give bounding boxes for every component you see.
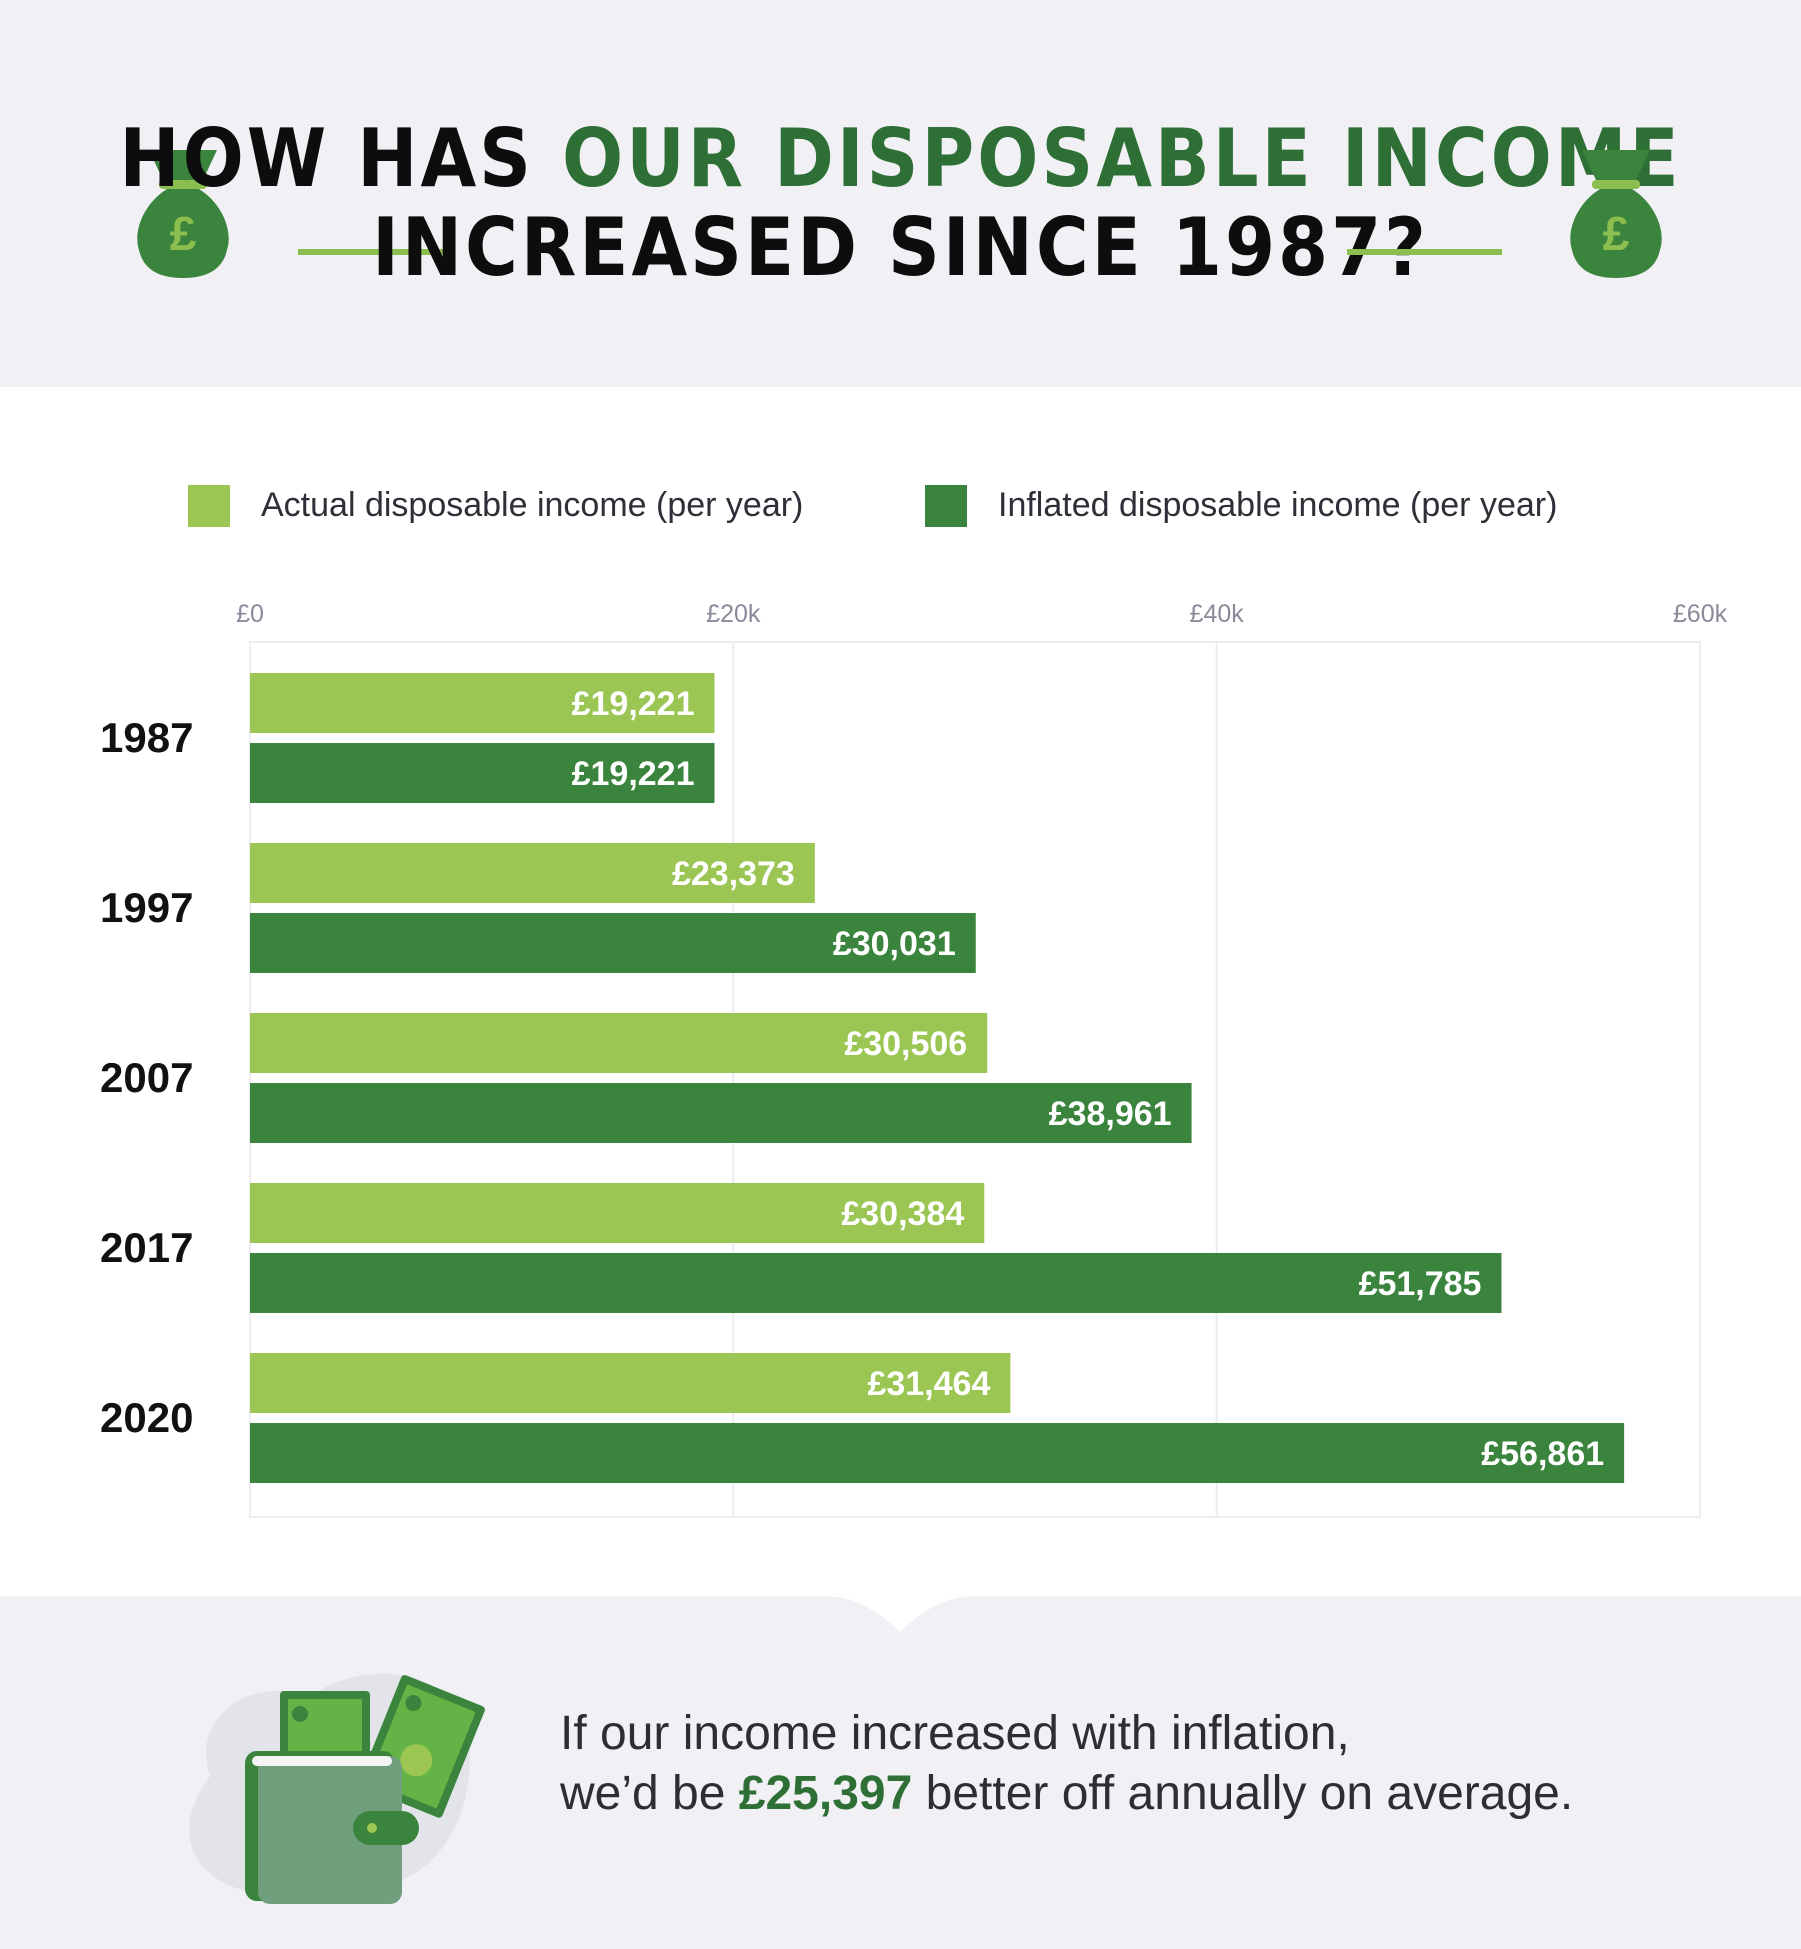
bar bbox=[250, 673, 715, 733]
x-tick-label: £20k bbox=[706, 600, 761, 628]
data-label: £30,031 bbox=[833, 925, 956, 963]
bar bbox=[250, 743, 715, 803]
bar bbox=[250, 1353, 1011, 1413]
category-label: 1987 bbox=[100, 714, 193, 761]
category-label: 1997 bbox=[100, 884, 193, 931]
pound-symbol: £ bbox=[170, 208, 197, 261]
legend-label-actual: Actual disposable income (per year) bbox=[261, 486, 804, 524]
data-label: £23,373 bbox=[672, 855, 795, 893]
legend-swatch-inflated bbox=[925, 485, 967, 527]
x-tick-label: £60k bbox=[1673, 600, 1728, 628]
bar bbox=[250, 1183, 985, 1243]
category-label: 2007 bbox=[100, 1054, 193, 1101]
footer-amount: £25,397 bbox=[738, 1767, 913, 1820]
wallet-money-icon bbox=[189, 1673, 485, 1904]
title-rule-right bbox=[1347, 249, 1502, 255]
footer-line-2-before: we’d be bbox=[560, 1767, 739, 1820]
data-label: £38,961 bbox=[1049, 1095, 1172, 1133]
chart-legend: Actual disposable income (per year) Infl… bbox=[0, 480, 1801, 530]
money-bag-icon: £ bbox=[1570, 150, 1662, 278]
bar bbox=[250, 1083, 1192, 1143]
data-label: £51,785 bbox=[1359, 1265, 1482, 1303]
footer: If our income increased with inflation, … bbox=[0, 1596, 1801, 1949]
x-tick-label: £0 bbox=[236, 600, 264, 628]
category-label: 2020 bbox=[100, 1394, 193, 1441]
data-label: £56,861 bbox=[1481, 1435, 1604, 1473]
footer-summary: If our income increased with inflation, … bbox=[560, 1704, 1573, 1824]
bar bbox=[250, 1253, 1502, 1313]
header: £ HOW HAS OUR DISPOSABLE INCOME INCREASE… bbox=[0, 0, 1801, 387]
bar bbox=[250, 1013, 988, 1073]
data-label: £30,506 bbox=[844, 1025, 967, 1063]
data-label: £19,221 bbox=[572, 755, 695, 793]
data-label: £19,221 bbox=[572, 685, 695, 723]
title-highlight: OUR DISPOSABLE INCOME bbox=[562, 112, 1682, 205]
bar bbox=[250, 843, 815, 903]
legend-label-inflated: Inflated disposable income (per year) bbox=[998, 486, 1558, 524]
footer-line-2-after: better off annually on average. bbox=[912, 1767, 1574, 1820]
category-label: 2017 bbox=[100, 1224, 193, 1271]
page-title: HOW HAS OUR DISPOSABLE INCOME bbox=[0, 119, 1801, 199]
page-title-line-2: INCREASED SINCE 1987? bbox=[372, 201, 1429, 294]
pound-symbol: £ bbox=[1603, 208, 1630, 261]
bar-chart: £0 £20k £40k £60k 1987 £19,221 £19,221 1997 £23,… bbox=[100, 600, 1728, 1518]
bar bbox=[250, 913, 976, 973]
footer-line-1: If our income increased with inflation, bbox=[560, 1707, 1350, 1760]
title-rule-left bbox=[298, 249, 455, 255]
bar bbox=[250, 1423, 1625, 1483]
money-bag-icon: £ bbox=[137, 150, 229, 278]
data-label: £30,384 bbox=[841, 1195, 964, 1233]
footer-notch bbox=[820, 1596, 980, 1632]
title-part-1: HOW HAS bbox=[119, 112, 563, 205]
x-tick-label: £40k bbox=[1190, 600, 1245, 628]
footer-line-2: we’d be £25,397 better off annually on a… bbox=[560, 1764, 1573, 1824]
data-label: £31,464 bbox=[867, 1365, 990, 1403]
legend-swatch-actual bbox=[188, 485, 230, 527]
